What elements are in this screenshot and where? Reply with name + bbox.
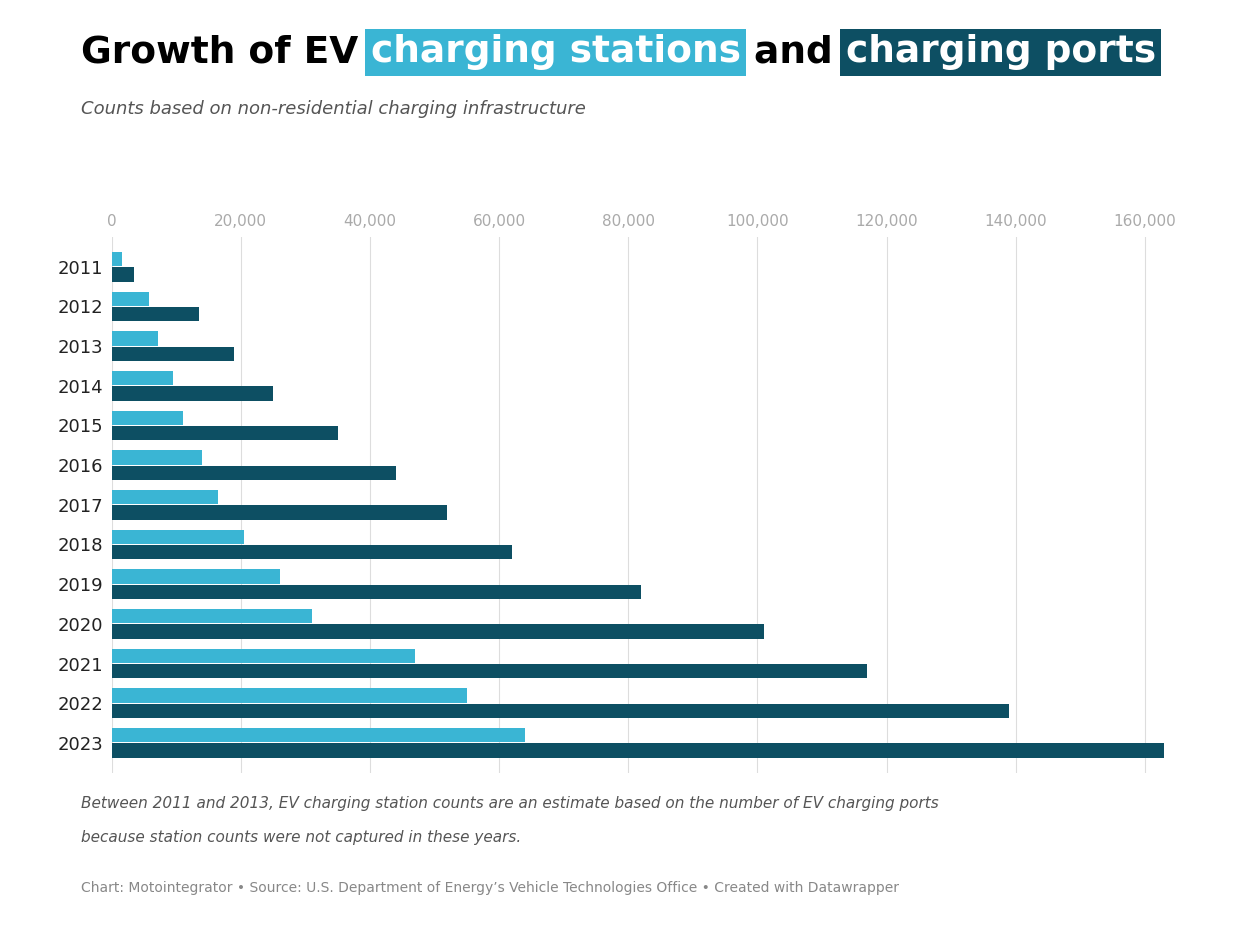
Bar — [112, 292, 149, 306]
Bar — [112, 530, 244, 544]
Text: charging stations: charging stations — [371, 34, 740, 70]
Bar — [112, 625, 764, 639]
Bar — [112, 450, 202, 465]
Text: Chart: Motointegrator • Source: U.S. Department of Energy’s Vehicle Technologies: Chart: Motointegrator • Source: U.S. Dep… — [81, 882, 899, 895]
Bar — [112, 609, 311, 623]
Bar — [112, 307, 198, 321]
Text: Between 2011 and 2013, EV charging station counts are an estimate based on the n: Between 2011 and 2013, EV charging stati… — [81, 796, 939, 811]
Text: and: and — [740, 34, 846, 70]
Bar — [112, 347, 234, 361]
Bar — [112, 505, 448, 520]
Bar — [112, 465, 396, 480]
Bar — [112, 490, 218, 504]
Text: Growth of EV: Growth of EV — [81, 34, 371, 70]
Bar — [112, 267, 134, 282]
Text: because station counts were not captured in these years.: because station counts were not captured… — [81, 830, 521, 845]
Text: charging ports: charging ports — [846, 34, 1156, 70]
Bar — [112, 703, 1009, 718]
Bar — [112, 688, 466, 702]
Text: Counts based on non-residential charging infrastructure: Counts based on non-residential charging… — [81, 100, 585, 118]
Bar — [112, 371, 172, 385]
Bar — [112, 252, 122, 266]
Bar — [112, 665, 867, 679]
Bar — [112, 410, 182, 425]
Bar — [112, 648, 415, 663]
Bar — [112, 585, 641, 599]
Bar — [112, 426, 337, 440]
Bar — [112, 331, 159, 345]
Bar — [112, 545, 512, 559]
Bar — [112, 570, 279, 584]
Bar — [112, 387, 273, 401]
Bar — [112, 728, 525, 742]
Bar — [112, 743, 1164, 757]
